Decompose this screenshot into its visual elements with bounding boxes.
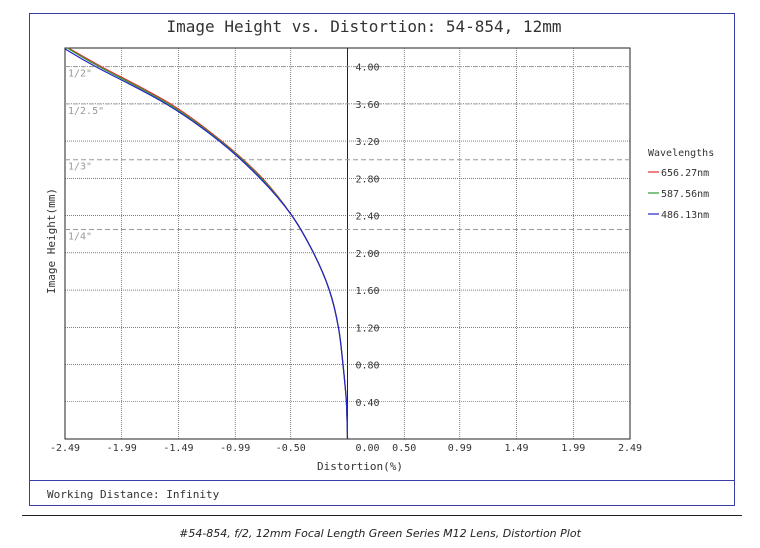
x-tick-label: 2.49 <box>618 443 642 454</box>
x-tick-label: 1.99 <box>561 443 585 454</box>
legend-label: 486.13nm <box>661 210 709 221</box>
legend: 656.27nm 587.56nm 486.13nm <box>648 168 709 221</box>
working-distance: Working Distance: Infinity <box>47 488 220 501</box>
sensor-format-label: 1/2.5" <box>68 106 104 117</box>
caption-rule <box>22 515 742 516</box>
y-tick-label: 0.80 <box>356 361 380 372</box>
x-tick-label: 0.99 <box>448 443 472 454</box>
x-tick-label: -0.99 <box>220 443 250 454</box>
y-tick-label: 2.40 <box>356 212 380 223</box>
y-tick-label: 3.20 <box>356 137 380 148</box>
sensor-format-lines: 1/2" 1/2.5" 1/3" 1/4" <box>65 66 630 243</box>
series-line <box>68 47 349 440</box>
x-tick-label: -2.49 <box>50 443 80 454</box>
y-tick-label: 3.60 <box>356 100 380 111</box>
x-tick-labels: -2.49 -1.99 -1.49 -0.99 -0.50 0.00 0.50 0.99 1.4… <box>50 443 642 454</box>
chart-title: Image Height vs. Distortion: 54-854, 12m… <box>167 17 562 36</box>
legend-title: Wavelengths <box>648 148 714 159</box>
y-tick-label: 1.60 <box>356 286 380 297</box>
x-tick-label: -1.49 <box>163 443 193 454</box>
footer-separator <box>29 480 735 481</box>
x-tick-label: -0.50 <box>276 443 306 454</box>
x-axis-label: Distortion(%) <box>317 460 403 473</box>
y-tick-label: 1.20 <box>356 323 380 334</box>
x-tick-label: 0.50 <box>392 443 416 454</box>
sensor-format-label: 1/3" <box>68 162 92 173</box>
x-tick-label: -1.99 <box>107 443 137 454</box>
x-tick-label: 1.49 <box>504 443 528 454</box>
y-tick-label: 4.00 <box>356 63 380 74</box>
y-axis-label: Image Height(mm) <box>45 188 58 294</box>
plot-frame <box>29 13 735 506</box>
grid-lines <box>65 48 630 439</box>
y-tick-label: 0.40 <box>356 398 380 409</box>
y-tick-label: 2.00 <box>356 249 380 260</box>
legend-label: 587.56nm <box>661 189 709 200</box>
sensor-format-label: 1/4" <box>68 232 92 243</box>
x-tick-label: 0.00 <box>356 443 380 454</box>
sensor-format-label: 1/2" <box>68 69 92 80</box>
figure-caption: #54-854, f/2, 12mm Focal Length Green Se… <box>179 527 581 540</box>
y-tick-label: 2.80 <box>356 174 380 185</box>
series-lines <box>64 47 349 440</box>
y-tick-labels: 0.40 0.80 1.20 1.60 2.00 2.40 2.80 3.20 3.60 4.00 <box>356 63 380 409</box>
legend-label: 656.27nm <box>661 168 709 179</box>
series-line <box>64 48 349 440</box>
series-line <box>66 47 349 440</box>
